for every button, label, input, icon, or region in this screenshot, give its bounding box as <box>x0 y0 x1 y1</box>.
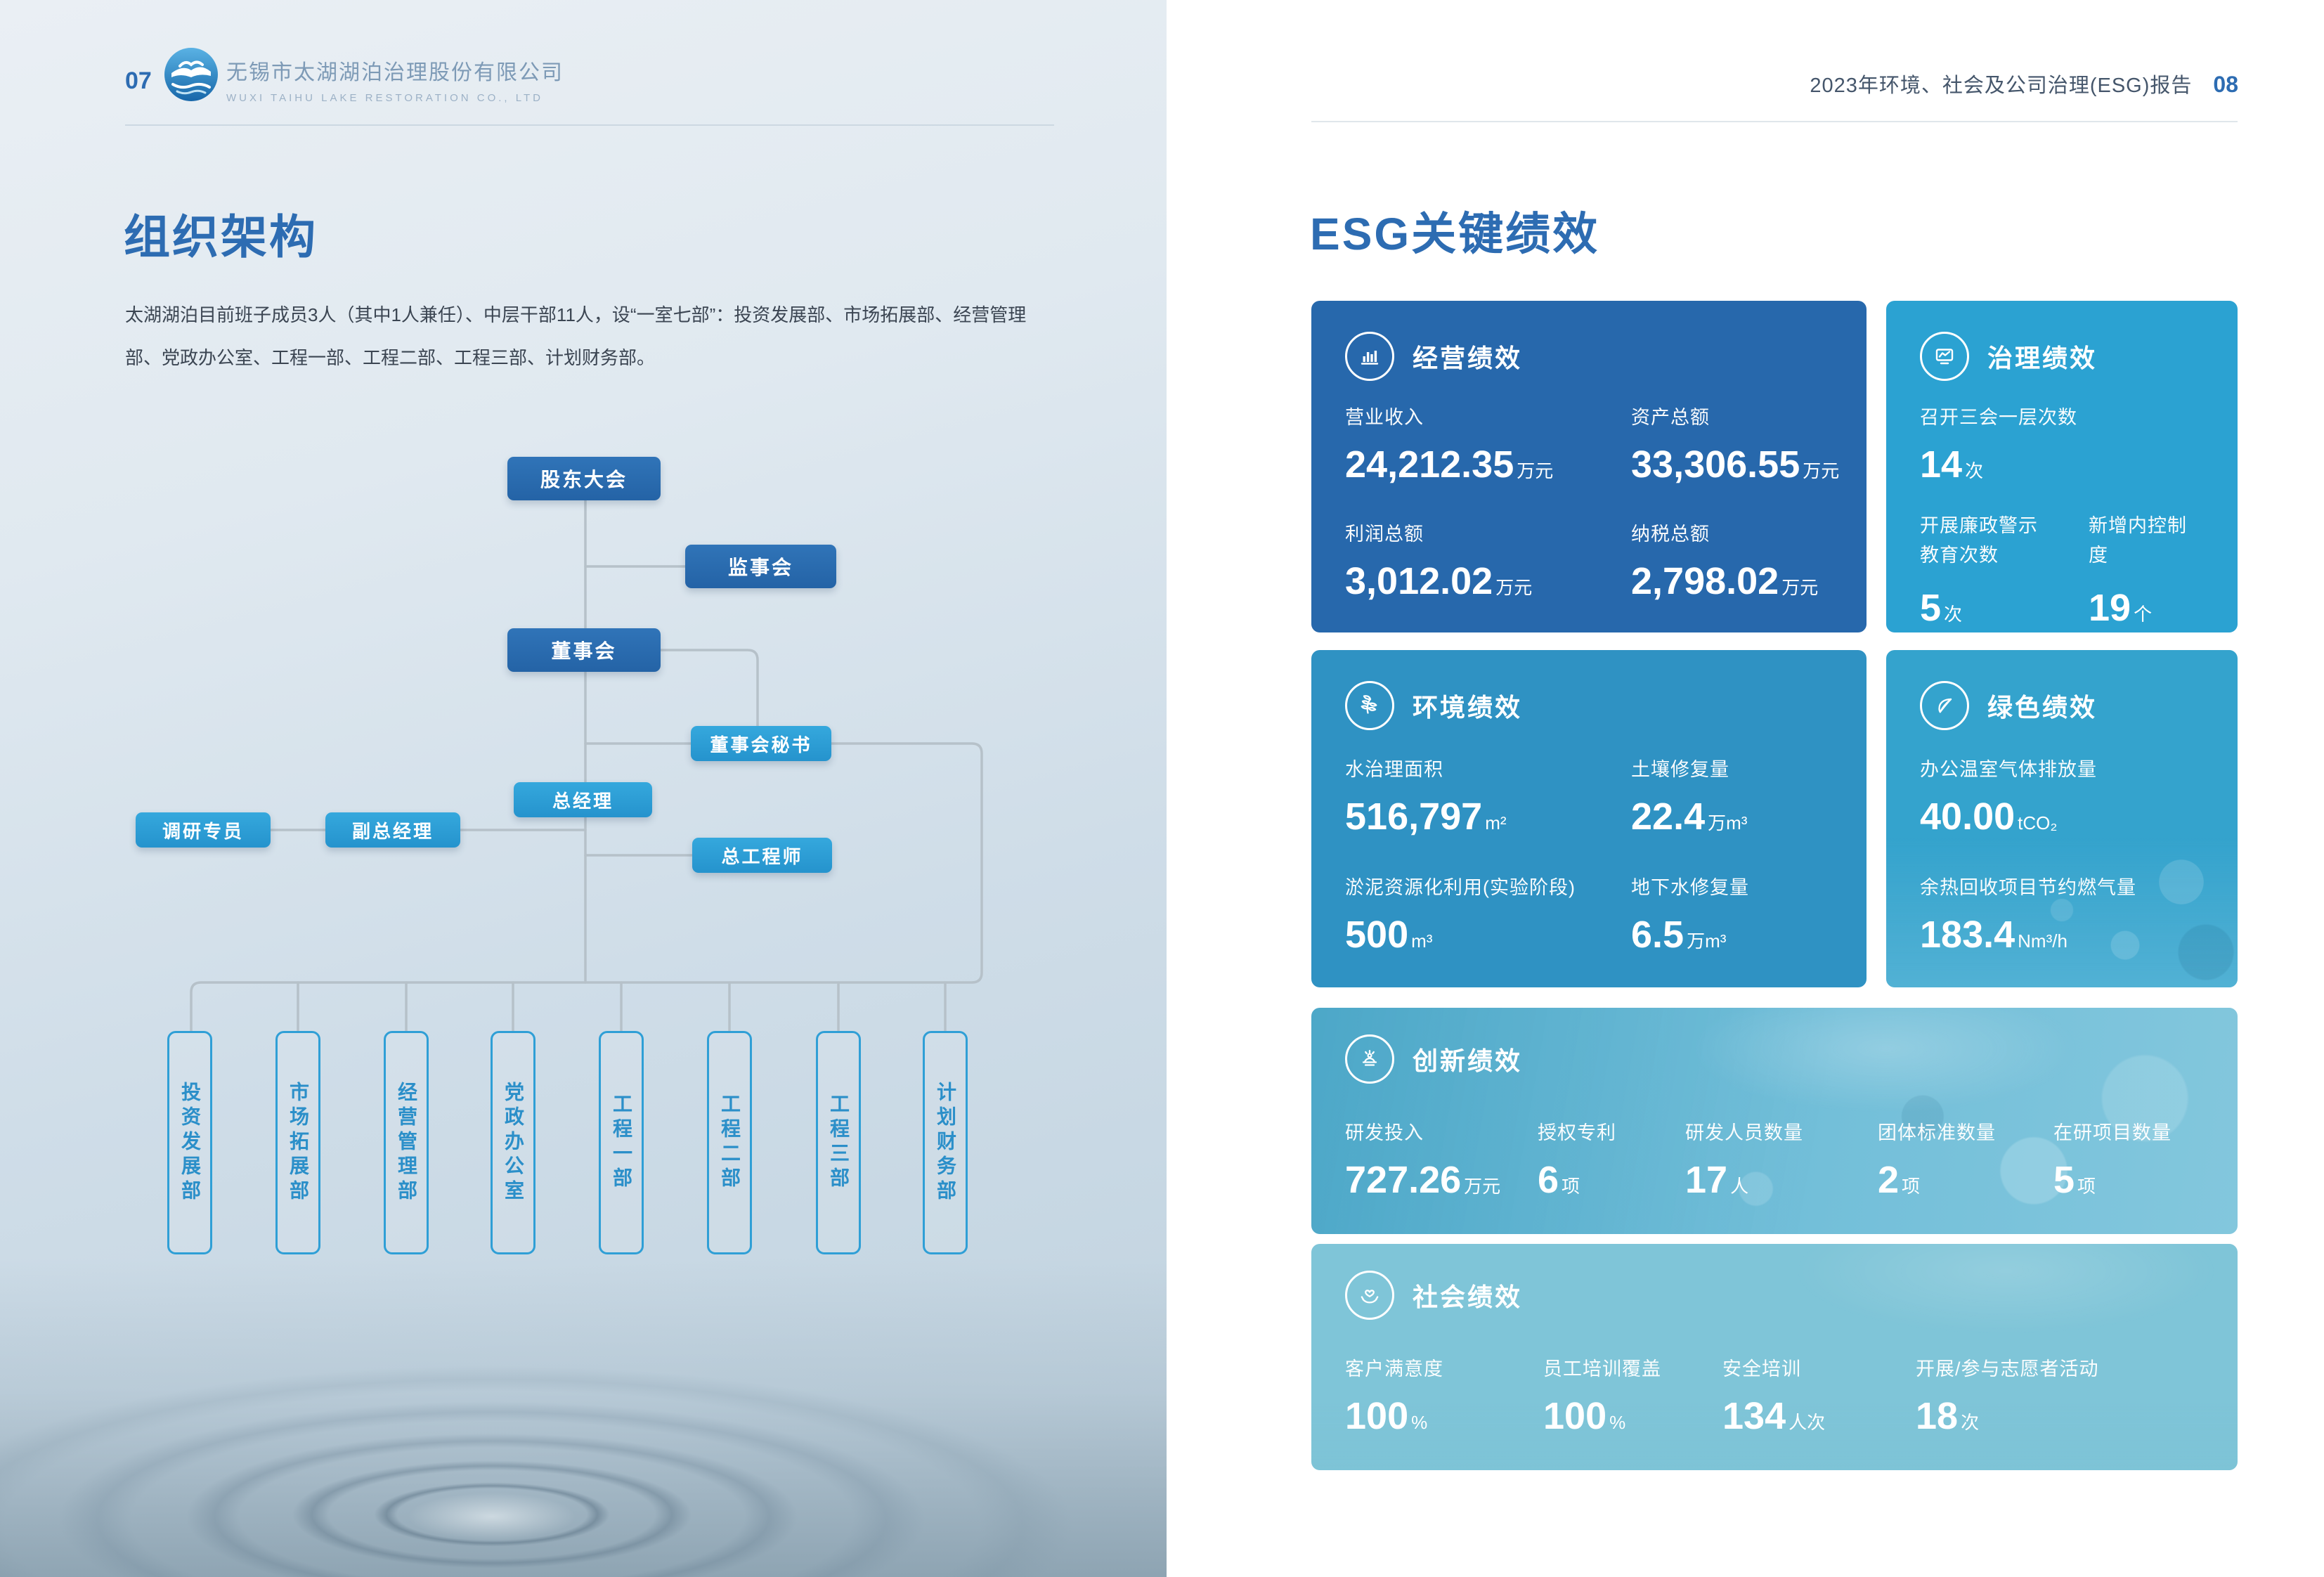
metric-new-internal-controls: 新增内控制度 19 个 <box>2089 515 2187 629</box>
report-header: 2023年环境、社会及公司治理(ESG)报告 08 <box>1810 69 2238 98</box>
metric-waste-heat-gas-savings: 余热回收项目节约燃气量 183.4 Nm³/h <box>1920 877 2136 956</box>
org-node-supervisory-board: 监事会 <box>685 545 836 588</box>
metric-revenue: 营业收入 24,212.35 万元 <box>1345 407 1554 486</box>
page-number-left: 07 <box>125 67 152 94</box>
org-node-shareholders-meeting: 股东大会 <box>507 457 661 500</box>
page-title-org: 组织架构 <box>124 211 318 263</box>
card-environment-performance: 环境绩效 水治理面积 516,797 m² 土壤修复量 22.4 万m³ 淤泥资源化… <box>1311 650 1867 987</box>
card-environment-title: 环境绩效 <box>1413 693 1523 722</box>
metric-water-treatment-area: 水治理面积 516,797 m² <box>1345 759 1507 838</box>
leaf-icon <box>1920 681 1969 730</box>
monitor-chart-icon <box>1920 332 1969 381</box>
bar-chart-icon <box>1345 332 1394 381</box>
metric-total-profit: 利润总额 3,012.02 万元 <box>1345 524 1533 602</box>
metric-total-assets: 资产总额 33,306.55 万元 <box>1631 407 1840 486</box>
water-ripple-photo <box>0 1258 1167 1577</box>
card-governance-title: 治理绩效 <box>1987 344 2098 372</box>
left-report-page: 07 无锡市太湖湖泊治理股份有限公司 WUXI TAIHU LAKE RESTO… <box>0 0 1167 1577</box>
card-environment-header: 环境绩效 <box>1345 681 1522 730</box>
org-dept-market-expansion: 市场拓展部 <box>275 1031 320 1254</box>
metric-customer-satisfaction: 客户满意度 100% <box>1345 1358 1443 1437</box>
org-dept-planning-finance: 计划财务部 <box>923 1031 968 1254</box>
org-dept-party-admin-office: 党政办公室 <box>491 1031 535 1254</box>
report-title: 2023年环境、社会及公司治理(ESG)报告 <box>1810 74 2193 97</box>
card-green-header: 绿色绩效 <box>1920 681 2097 730</box>
org-node-board-secretary: 董事会秘书 <box>691 726 831 761</box>
org-node-chief-engineer: 总工程师 <box>692 838 832 873</box>
page-title-esg: ESG关键绩效 <box>1310 209 1600 259</box>
org-node-research-specialist: 调研专员 <box>136 812 271 848</box>
org-intro-paragraph: 太湖湖泊目前班子成员3人（其中1人兼任）、中层干部11人，设“一室七部”：投资发… <box>125 304 1027 369</box>
metric-safety-training: 安全培训 134 人次 <box>1722 1358 1826 1437</box>
metric-office-ghg-emissions: 办公温室气体排放量 40.00 tCO₂ <box>1920 759 2097 838</box>
metric-meetings-held: 召开三会一层次数 14 次 <box>1920 407 2077 486</box>
company-name-en: WUXI TAIHU LAKE RESTORATION CO., LTD <box>226 92 543 104</box>
org-node-deputy-general-manager: 副总经理 <box>325 812 460 848</box>
metric-sludge-resource-use: 淤泥资源化利用(实验阶段) 500 m³ <box>1345 877 1576 956</box>
lake-bird-logo-icon <box>164 48 218 101</box>
right-report-page: 2023年环境、社会及公司治理(ESG)报告 08 ESG关键绩效 经营绩效 营… <box>1167 0 2324 1577</box>
org-node-board-of-directors: 董事会 <box>507 628 661 672</box>
card-governance-header: 治理绩效 <box>1920 332 2097 381</box>
org-dept-operations-management: 经营管理部 <box>384 1031 429 1254</box>
org-dept-engineering-2: 工程二部 <box>707 1031 752 1254</box>
org-dept-engineering-3: 工程三部 <box>816 1031 861 1254</box>
page-number-right: 08 <box>2213 72 2238 97</box>
card-business-title: 经营绩效 <box>1413 344 1523 372</box>
wheat-icon <box>1345 681 1394 730</box>
company-name-zh: 无锡市太湖湖泊治理股份有限公司 <box>226 61 564 84</box>
metric-soil-remediation: 土壤修复量 22.4 万m³ <box>1631 759 1748 838</box>
metric-groundwater-remediation: 地下水修复量 6.5 万m³ <box>1631 877 1749 956</box>
company-name-block: 无锡市太湖湖泊治理股份有限公司 WUXI TAIHU LAKE RESTORAT… <box>226 55 564 104</box>
metric-rd-staff-count: 研发人员数量 17 人 <box>1685 1122 1803 1201</box>
card-green-title: 绿色绩效 <box>1987 693 2098 722</box>
card-business-performance: 经营绩效 营业收入 24,212.35 万元 资产总额 33,306.55 万元 利… <box>1311 301 1867 632</box>
org-dept-investment-development: 投资发展部 <box>167 1031 212 1254</box>
card-social-title: 社会绩效 <box>1413 1283 1523 1311</box>
header-divider-left <box>125 124 1054 126</box>
metric-rd-investment: 研发投入 727.26 万元 <box>1345 1122 1501 1201</box>
org-dept-engineering-1: 工程一部 <box>599 1031 644 1254</box>
card-innovation-title: 创新绩效 <box>1413 1046 1523 1075</box>
card-social-performance: 社会绩效 客户满意度 100% 员工培训覆盖 100% 安全培训 134 人次 开… <box>1311 1244 2238 1470</box>
card-social-header: 社会绩效 <box>1345 1271 1522 1320</box>
idea-lamp-icon <box>1345 1034 1394 1084</box>
card-business-header: 经营绩效 <box>1345 332 1522 381</box>
card-innovation-header: 创新绩效 <box>1345 1034 1522 1084</box>
card-green-performance: 绿色绩效 办公温室气体排放量 40.00 tCO₂ 余热回收项目节约燃气量 183… <box>1886 650 2238 987</box>
org-node-general-manager: 总经理 <box>514 782 652 817</box>
metric-training-coverage: 员工培训覆盖 100% <box>1543 1358 1661 1437</box>
metric-total-tax: 纳税总额 2,798.02 万元 <box>1631 524 1819 602</box>
company-logo <box>162 45 221 104</box>
metric-volunteer-activities: 开展/参与志愿者活动 18 次 <box>1916 1358 2099 1437</box>
hands-heart-icon <box>1345 1271 1394 1320</box>
header-divider-right <box>1311 121 2238 122</box>
